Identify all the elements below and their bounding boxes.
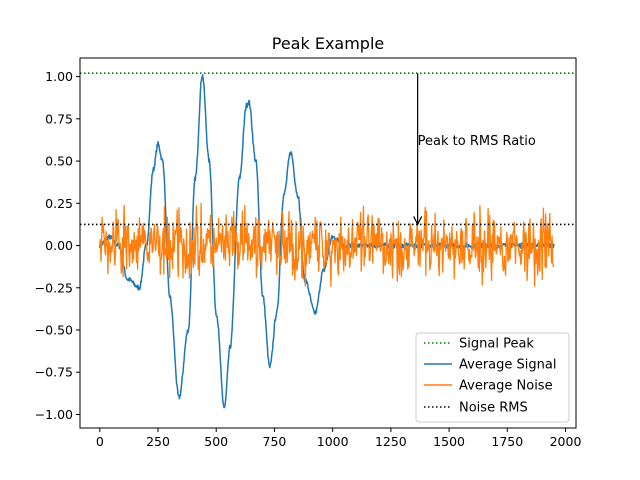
y-tick-label: 0.75 xyxy=(45,111,73,126)
average-noise-line xyxy=(99,202,555,287)
chart-title: Peak Example xyxy=(272,34,385,53)
legend-label-average-signal: Average Signal xyxy=(459,358,556,373)
legend-label-noise-rms: Noise RMS xyxy=(459,401,528,416)
y-tick-label: 0.00 xyxy=(45,238,73,253)
annotation-arrowhead xyxy=(413,216,423,226)
x-tick-label: 1500 xyxy=(433,434,465,449)
y-tick-label: −1.00 xyxy=(35,407,73,422)
x-tick-label: 2000 xyxy=(550,434,582,449)
x-tick-label: 1750 xyxy=(491,434,523,449)
x-tick-label: 0 xyxy=(96,434,104,449)
legend-label-signal-peak: Signal Peak xyxy=(459,337,534,352)
x-tick-label: 1250 xyxy=(375,434,407,449)
legend-box xyxy=(415,332,570,423)
x-axis: 0 250 500 750 1000 1250 1500 1750 2000 xyxy=(96,428,582,449)
annotation: Peak to RMS Ratio xyxy=(413,73,536,226)
y-tick-label: 0.50 xyxy=(45,154,73,169)
y-tick-label: 0.25 xyxy=(45,196,73,211)
x-tick-label: 500 xyxy=(204,434,228,449)
annotation-label: Peak to RMS Ratio xyxy=(418,134,536,149)
x-tick-label: 750 xyxy=(263,434,287,449)
y-tick-label: −0.50 xyxy=(35,323,73,338)
y-axis: 1.00 0.75 0.50 0.25 0.00 −0.25 −0.50 −0.75 −1.00 xyxy=(35,69,80,422)
y-tick-label: −0.25 xyxy=(35,280,73,295)
legend-label-average-noise: Average Noise xyxy=(459,379,553,394)
plot-area xyxy=(80,72,576,409)
y-tick-label: −0.75 xyxy=(35,365,73,380)
x-tick-label: 1000 xyxy=(317,434,349,449)
x-tick-label: 250 xyxy=(146,434,170,449)
y-tick-label: 1.00 xyxy=(45,69,73,84)
legend: Signal Peak Average Signal Average Noise… xyxy=(415,332,570,423)
axes-frame xyxy=(79,57,577,429)
